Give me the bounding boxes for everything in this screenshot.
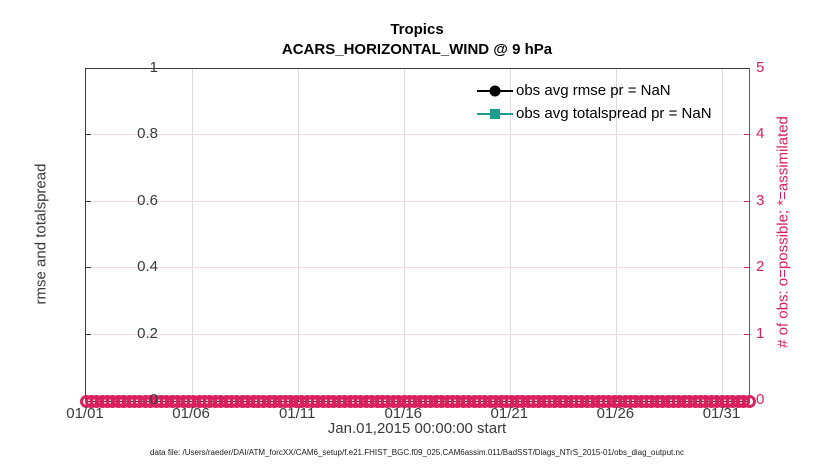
y-left-tick-mark — [86, 134, 91, 136]
y-left-tick-label: 0.2 — [137, 324, 158, 342]
x-tick-label: 01/31 — [702, 405, 741, 422]
chart-title: Tropics — [390, 21, 444, 38]
vertical-gridline — [616, 69, 618, 401]
legend-label: obs avg rmse pr = NaN — [516, 82, 671, 99]
y-left-tick-mark — [86, 200, 91, 202]
y-left-tick-mark — [86, 267, 91, 269]
horizontal-gridline — [86, 200, 749, 202]
y-axis-right-label: # of obs: o=possible; *=assimilated — [774, 116, 792, 348]
x-tick-label: 01/11 — [278, 405, 316, 422]
vertical-gridline — [192, 69, 194, 401]
legend-item: obs avg rmse pr = NaN — [477, 79, 712, 102]
y-left-tick-label: 0.4 — [137, 258, 158, 276]
chart-title-block: Tropics ACARS_HORIZONTAL_WIND @ 9 hPa — [67, 20, 767, 60]
legend-item: obs avg totalspread pr = NaN — [477, 102, 712, 125]
y-right-tick-mark — [744, 134, 749, 136]
x-tick-label: 01/26 — [596, 405, 635, 422]
y-right-tick-label: 3 — [756, 191, 765, 209]
horizontal-gridline — [86, 333, 749, 335]
y-right-tick-label: 5 — [756, 59, 765, 76]
legend: obs avg rmse pr = NaN obs avg totalspread… — [477, 79, 712, 125]
y-left-tick-label: 0.8 — [137, 125, 158, 143]
data-file-footnote: data file: /Users/raeder/DAI/ATM_forcXX/… — [150, 448, 684, 457]
x-tick-label: 01/01 — [66, 405, 104, 422]
y-right-tick-label: 2 — [756, 258, 765, 276]
square-marker-icon — [490, 108, 500, 119]
obs-count-marker-band — [79, 395, 756, 408]
x-tick-label: 01/21 — [490, 405, 529, 422]
x-tick-label: 01/16 — [384, 405, 423, 422]
circle-marker-icon — [489, 85, 501, 96]
legend-label: obs avg totalspread pr = NaN — [516, 105, 712, 122]
y-left-tick-label: 1 — [149, 59, 158, 76]
chart-subtitle: ACARS_HORIZONTAL_WIND @ 9 hPa — [281, 41, 553, 58]
y-right-tick-label: 1 — [756, 324, 765, 342]
x-tick-label: 01/06 — [172, 405, 210, 422]
horizontal-gridline — [86, 267, 749, 269]
y-right-tick-label: 0 — [756, 391, 765, 408]
y-axis-left-label: rmse and totalspread — [32, 163, 50, 305]
horizontal-gridline — [86, 134, 749, 136]
plot-area — [79, 68, 756, 408]
vertical-gridline — [404, 69, 406, 401]
y-right-tick-label: 4 — [756, 125, 765, 143]
legend-swatch — [477, 108, 513, 120]
vertical-gridline — [298, 69, 300, 401]
x-axis-label: Jan.01,2015 00:00:00 start — [327, 420, 507, 437]
legend-swatch — [477, 85, 513, 97]
y-left-tick-mark — [86, 333, 91, 335]
y-right-tick-mark — [744, 333, 749, 335]
y-left-tick-label: 0 — [149, 391, 158, 408]
vertical-gridline — [722, 69, 724, 401]
y-right-tick-mark — [744, 267, 749, 269]
obs-possible-marker — [742, 395, 756, 408]
y-left-tick-label: 0.6 — [137, 191, 158, 209]
vertical-gridline — [510, 69, 512, 401]
y-right-tick-mark — [744, 200, 749, 202]
y-left-tick-mark — [86, 68, 91, 69]
